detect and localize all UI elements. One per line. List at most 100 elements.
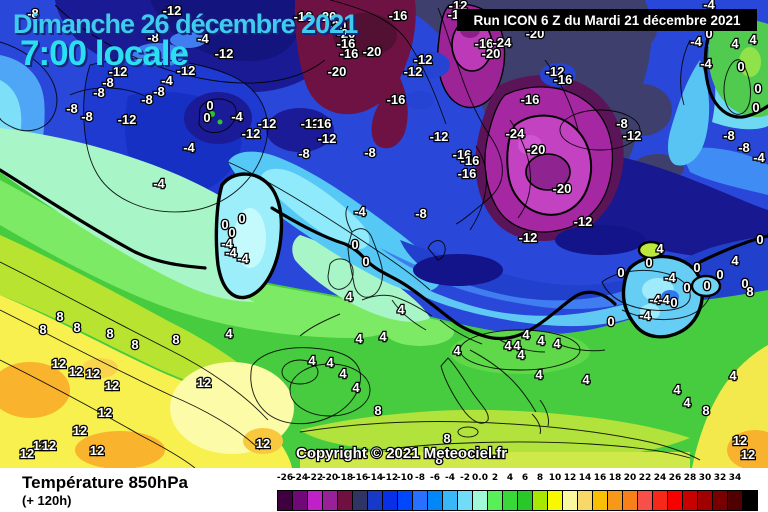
- coastlines: [0, 7, 751, 461]
- temp-label: 4: [729, 368, 737, 383]
- colorbar-cell: [398, 490, 413, 511]
- temp-label: -4: [221, 236, 233, 251]
- temp-label: -8: [723, 128, 735, 143]
- temp-label: -16: [313, 116, 332, 131]
- temp-label: 4: [673, 382, 681, 397]
- temp-label: 4: [553, 336, 561, 351]
- temp-label: -8: [364, 145, 376, 160]
- temp-label: -8: [93, 85, 105, 100]
- temp-label: 4: [504, 338, 512, 353]
- colorbar-cell: [308, 490, 323, 511]
- temp-label: -4: [231, 109, 243, 124]
- colorbar-cells: [277, 490, 758, 511]
- temp-label: -8: [141, 92, 153, 107]
- colorbar-tick-label: 22: [638, 473, 652, 483]
- temp-label: -16: [461, 153, 480, 168]
- temp-label: -12: [404, 64, 423, 79]
- temp-label: -16: [387, 92, 406, 107]
- temp-label: 12: [86, 366, 100, 381]
- temp-label: -12: [301, 116, 320, 131]
- temp-label: -8: [616, 116, 628, 131]
- temp-label: 12: [98, 405, 112, 420]
- temp-label: 8: [702, 403, 709, 418]
- temp-label: -8: [147, 30, 159, 45]
- colorbar-tick-label: -24: [291, 473, 309, 483]
- temp-label: 0: [741, 276, 748, 291]
- temp-label: 8: [435, 452, 442, 467]
- colorbar-cell: [413, 490, 428, 511]
- temp-label: -4: [354, 204, 366, 219]
- colorbar-tick-label: -8: [415, 473, 425, 483]
- colorbar-cell: [698, 490, 713, 511]
- temp-label: 4: [749, 32, 757, 47]
- colorbar-tick-label: -16: [351, 473, 369, 483]
- temp-label: 12: [33, 438, 47, 453]
- colorbar-tick-label: 0.0: [472, 473, 488, 483]
- temp-label: 0: [607, 314, 614, 329]
- temp-label: -4: [153, 176, 165, 191]
- temp-label: 0: [693, 260, 700, 275]
- temp-label: 12: [741, 447, 755, 462]
- temp-label: 0: [221, 217, 228, 232]
- colorbar-cell: [488, 490, 503, 511]
- temp-label: 0: [756, 232, 763, 247]
- temp-label: 12: [69, 364, 83, 379]
- temp-label: 8: [172, 332, 179, 347]
- temp-label: -12: [258, 116, 277, 131]
- temp-label: -8: [738, 140, 750, 155]
- colorbar-cell: [277, 490, 293, 511]
- colorbar-tick-label: -12: [381, 473, 399, 483]
- temp-label: -16: [554, 72, 573, 87]
- temp-label: -16: [453, 147, 472, 162]
- temp-label: -4: [690, 34, 702, 49]
- temp-label: -16: [475, 36, 494, 51]
- temp-label: -16: [340, 46, 359, 61]
- temp-label: -20: [337, 26, 356, 41]
- temp-label: -8: [81, 109, 93, 124]
- temp-label: 4: [537, 333, 545, 348]
- colorbar-cell: [683, 490, 698, 511]
- colorbar-cell: [608, 490, 623, 511]
- temp-label: -4: [639, 308, 651, 323]
- colorbar-cell: [503, 490, 518, 511]
- temp-label: 12: [52, 356, 66, 371]
- temp-label: -16: [521, 92, 540, 107]
- temp-label: -12: [163, 3, 182, 18]
- temp-label: -4: [197, 31, 209, 46]
- temp-label: 8: [374, 403, 381, 418]
- temp-label: 0: [351, 237, 358, 252]
- temp-label: 0: [238, 211, 245, 226]
- temp-label: 8: [746, 284, 753, 299]
- temp-label: 4: [326, 355, 334, 370]
- temp-label: -8: [415, 206, 427, 221]
- temp-label: 4: [582, 372, 590, 387]
- temp-label: 4: [731, 36, 739, 51]
- colorbar-cell: [338, 490, 353, 511]
- temp-label: 4: [379, 329, 387, 344]
- colorbar-tick-label: 24: [653, 473, 667, 483]
- temp-label: 4: [656, 241, 664, 256]
- temp-label: 12: [733, 433, 747, 448]
- temperature-colorbar: -26 -24 -22 -20 -18 -16 -14 -12 -10 -8 -6 -4 -2 0.0 2 4…: [277, 470, 759, 512]
- temp-label: 4: [308, 353, 316, 368]
- temp-label: 0: [228, 225, 235, 240]
- temp-label: 8: [106, 326, 113, 341]
- time-label: 7:00 locale: [20, 34, 189, 73]
- colorbar-tick-label: 26: [668, 473, 682, 483]
- temp-label: -12: [118, 112, 137, 127]
- temp-label: -12: [215, 46, 234, 61]
- date-label: Dimanche 26 décembre 2021: [13, 9, 358, 39]
- temp-label: -12: [109, 64, 128, 79]
- temp-label: -4: [183, 140, 195, 155]
- colorbar-tick-label: 8: [536, 473, 544, 483]
- run-info-box: Run ICON 6 Z du Mardi 21 décembre 2021: [457, 9, 757, 31]
- colorbar-cell: [593, 490, 608, 511]
- temp-label: -20: [328, 18, 347, 33]
- temp-label: 4: [339, 366, 347, 381]
- temperature-map[interactable]: -8 -12 -8 -4 -12 -12 -12 -4 -8 -8 -8 -8 -8 -8 -12 0 0 -4-…: [0, 0, 768, 468]
- footer-bar: Température 850hPa (+ 120h) -26 -24 -22 -20…: [0, 468, 768, 512]
- temp-label: -20: [553, 181, 572, 196]
